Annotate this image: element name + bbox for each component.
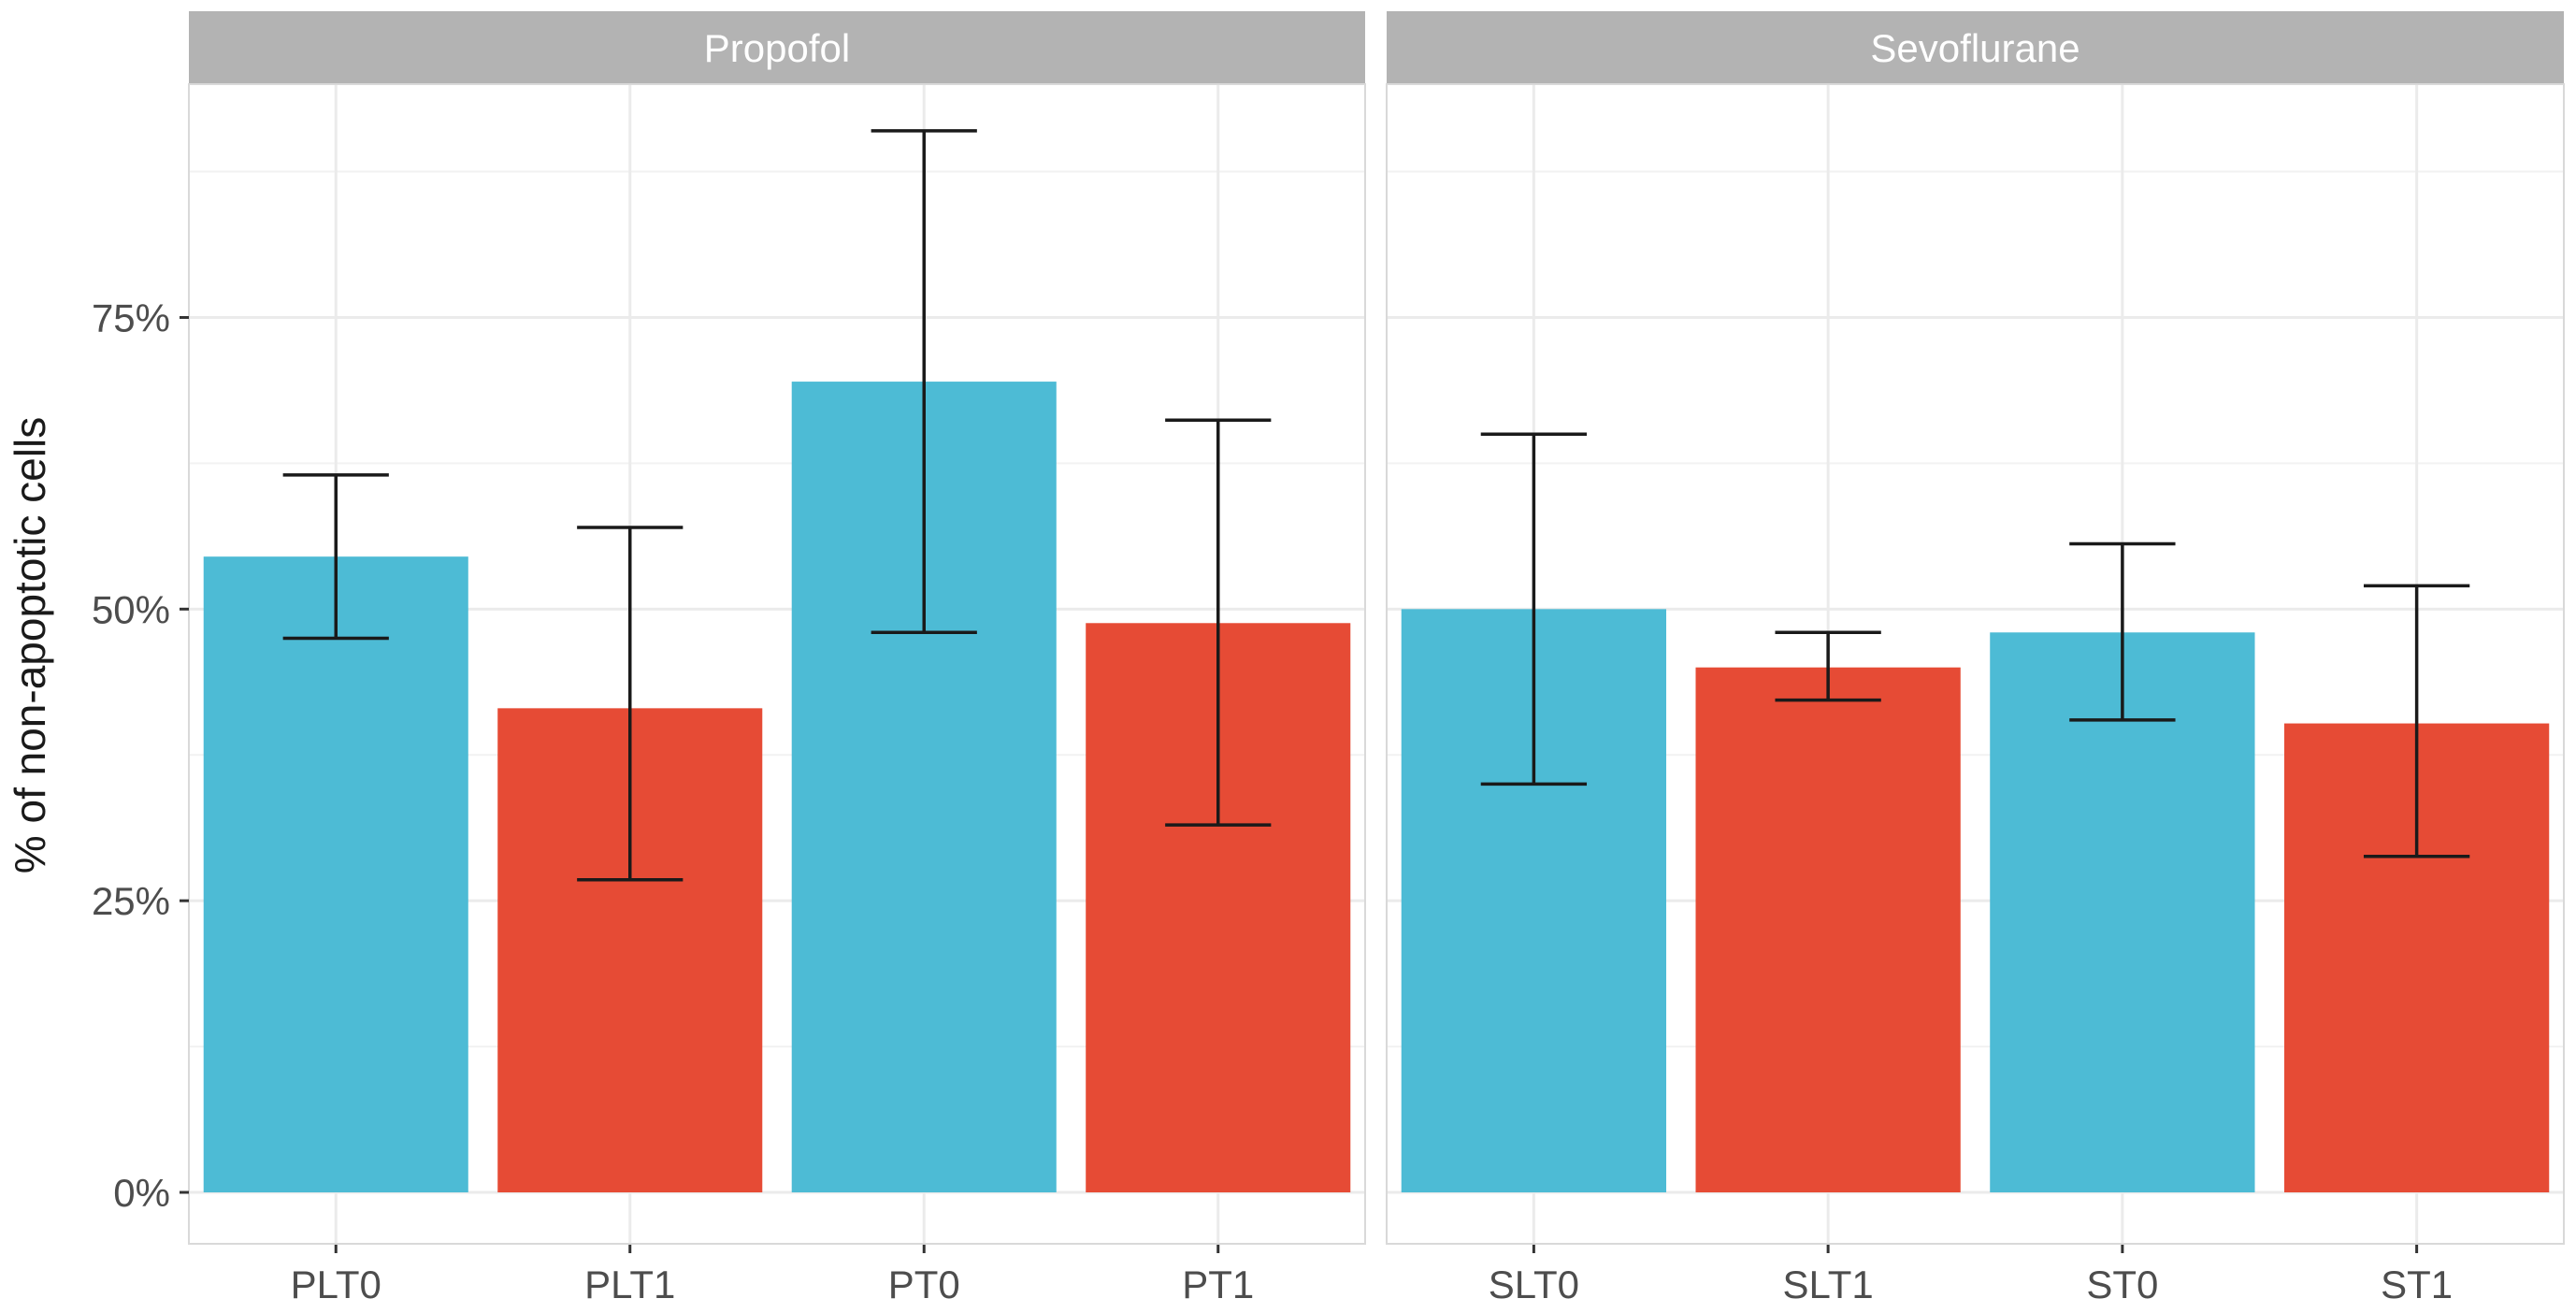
- panel-border: [1386, 83, 2565, 1245]
- x-tick-label-slt1: SLT1: [1782, 1262, 1873, 1306]
- error-bar-slt1: [1775, 630, 1881, 702]
- x-tick-label-pt1: PT1: [1182, 1262, 1254, 1306]
- bar-plt0: [203, 556, 468, 1192]
- y-axis-title: % of non-apoptotic cells: [6, 417, 54, 873]
- panel-border: [188, 83, 1366, 1245]
- x-tick-label-st0: ST0: [2086, 1262, 2158, 1306]
- facet-panel-sevoflurane: Sevoflurane SLT0 SLT1 ST0 ST1: [1386, 11, 2565, 1306]
- error-bar-pt0: [871, 129, 977, 635]
- facet-strip-label: Propofol: [704, 26, 850, 70]
- panels-layer: Propofol PLT0 PLT1 PT0 PT1 Sevoflurane SLT0 SLT…: [188, 11, 2565, 1306]
- y-tick-label: 50%: [92, 587, 170, 631]
- error-bar-st0: [2069, 541, 2176, 722]
- y-tick-label: 0%: [113, 1171, 170, 1215]
- x-tick-label-plt1: PLT1: [584, 1262, 675, 1306]
- x-tick-label-pt0: PT0: [888, 1262, 960, 1306]
- error-bar-st1: [2363, 584, 2470, 858]
- facet-strip: [1387, 11, 2564, 84]
- y-tick-label: 75%: [92, 296, 170, 339]
- y-axis: 0% 25% 50% 75%: [92, 296, 189, 1215]
- error-bar-plt0: [282, 473, 389, 641]
- facet-panel-propofol: Propofol PLT0 PLT1 PT0 PT1: [188, 11, 1366, 1306]
- error-bar-plt1: [577, 526, 684, 882]
- bar-slt1: [1695, 667, 1961, 1192]
- y-tick-label: 25%: [92, 879, 170, 923]
- x-tick-label-st1: ST1: [2381, 1262, 2453, 1306]
- x-tick-label-plt0: PLT0: [291, 1262, 381, 1306]
- x-tick-label-slt0: SLT0: [1489, 1262, 1579, 1306]
- bar-st0: [1990, 632, 2255, 1192]
- error-bar-pt1: [1165, 418, 1272, 827]
- error-bar-slt0: [1480, 432, 1588, 786]
- facet-strip: [189, 11, 1365, 84]
- facet-strip-label: Sevoflurane: [1870, 26, 2080, 70]
